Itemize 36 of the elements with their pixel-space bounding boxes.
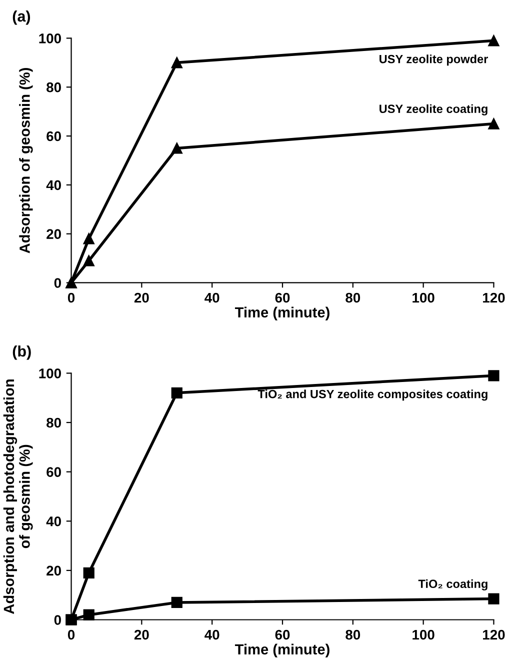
- x-tick-label: 0: [68, 630, 75, 640]
- y-tick-label: 40: [46, 516, 61, 526]
- y-axis-title: Adsorption of geosmin (%): [19, 68, 33, 254]
- x-tick-label: 20: [134, 630, 149, 640]
- x-tick-label: 60: [275, 630, 290, 640]
- x-axis-title: Time (minute): [234, 306, 330, 320]
- y-axis-title: Adsorption and photodegradation of geosmin (%): [3, 379, 33, 614]
- series-label: TiO₂ coating: [418, 579, 488, 590]
- series-label: TiO₂ and USY zeolite composites coating: [258, 390, 488, 401]
- series-label: USY zeolite powder: [380, 54, 488, 66]
- y-tick-label: 100: [39, 34, 61, 44]
- x-tick-label: 80: [346, 292, 360, 303]
- y-tick-label: 0: [54, 278, 61, 288]
- y-tick-label: 60: [46, 131, 61, 142]
- x-tick-label: 0: [68, 292, 75, 303]
- y-tick-label: 20: [46, 229, 61, 239]
- x-tick-label: 80: [346, 630, 360, 640]
- x-tick-label: 120: [483, 292, 505, 303]
- x-tick-label: 20: [134, 292, 149, 303]
- chart-title: (a): [12, 10, 30, 25]
- y-tick-label: 40: [46, 180, 61, 190]
- x-tick-label: 40: [204, 292, 220, 303]
- y-tick-label: 80: [46, 82, 61, 92]
- chart-title: (b): [12, 345, 31, 360]
- y-tick-label: 0: [54, 615, 61, 625]
- y-tick-label: 20: [46, 566, 61, 576]
- series-label: USY zeolite coating: [380, 104, 488, 116]
- x-tick-label: 100: [412, 292, 434, 303]
- x-tick-label: 60: [275, 292, 290, 303]
- x-tick-label: 120: [483, 630, 505, 640]
- y-tick-label: 100: [39, 368, 61, 378]
- x-tick-label: 40: [204, 630, 220, 640]
- y-tick-label: 80: [46, 418, 61, 428]
- y-tick-label: 60: [46, 467, 61, 477]
- x-tick-label: 100: [412, 630, 434, 640]
- x-axis-title: Time (minute): [234, 644, 330, 658]
